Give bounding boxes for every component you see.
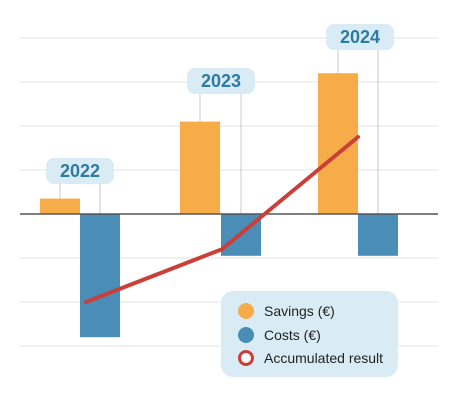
bar-savings-2023 <box>180 121 220 214</box>
year-badge-2023: 2023 <box>187 68 255 94</box>
legend-savings-label: Savings (€) <box>264 303 335 319</box>
bar-costs-2022 <box>80 214 120 338</box>
year-label-2024: 2024 <box>340 27 380 47</box>
legend-costs-marker <box>238 327 254 343</box>
bar-guide-lines <box>59 50 379 214</box>
year-badges: 2022 2023 2024 <box>46 24 394 184</box>
legend-background <box>221 291 398 377</box>
bar-costs-2024 <box>358 214 398 256</box>
legend-costs-label: Costs (€) <box>264 327 321 343</box>
legend: Savings (€) Costs (€) Accumulated result <box>221 291 398 377</box>
legend-savings-marker <box>238 303 254 319</box>
year-badge-bg-2024 <box>326 24 394 50</box>
legend-accumulated-marker <box>238 350 254 366</box>
year-badge-bg-2023 <box>187 68 255 94</box>
year-badge-2022: 2022 <box>46 158 114 184</box>
accumulated-line-layer <box>84 135 360 304</box>
bar-savings-2022 <box>40 198 80 214</box>
legend-accumulated-label: Accumulated result <box>264 350 383 366</box>
year-badge-2024: 2024 <box>326 24 394 50</box>
year-label-2022: 2022 <box>60 161 100 181</box>
year-label-2023: 2023 <box>201 71 241 91</box>
accumulated-result-line <box>84 135 360 304</box>
year-badge-bg-2022 <box>46 158 114 184</box>
